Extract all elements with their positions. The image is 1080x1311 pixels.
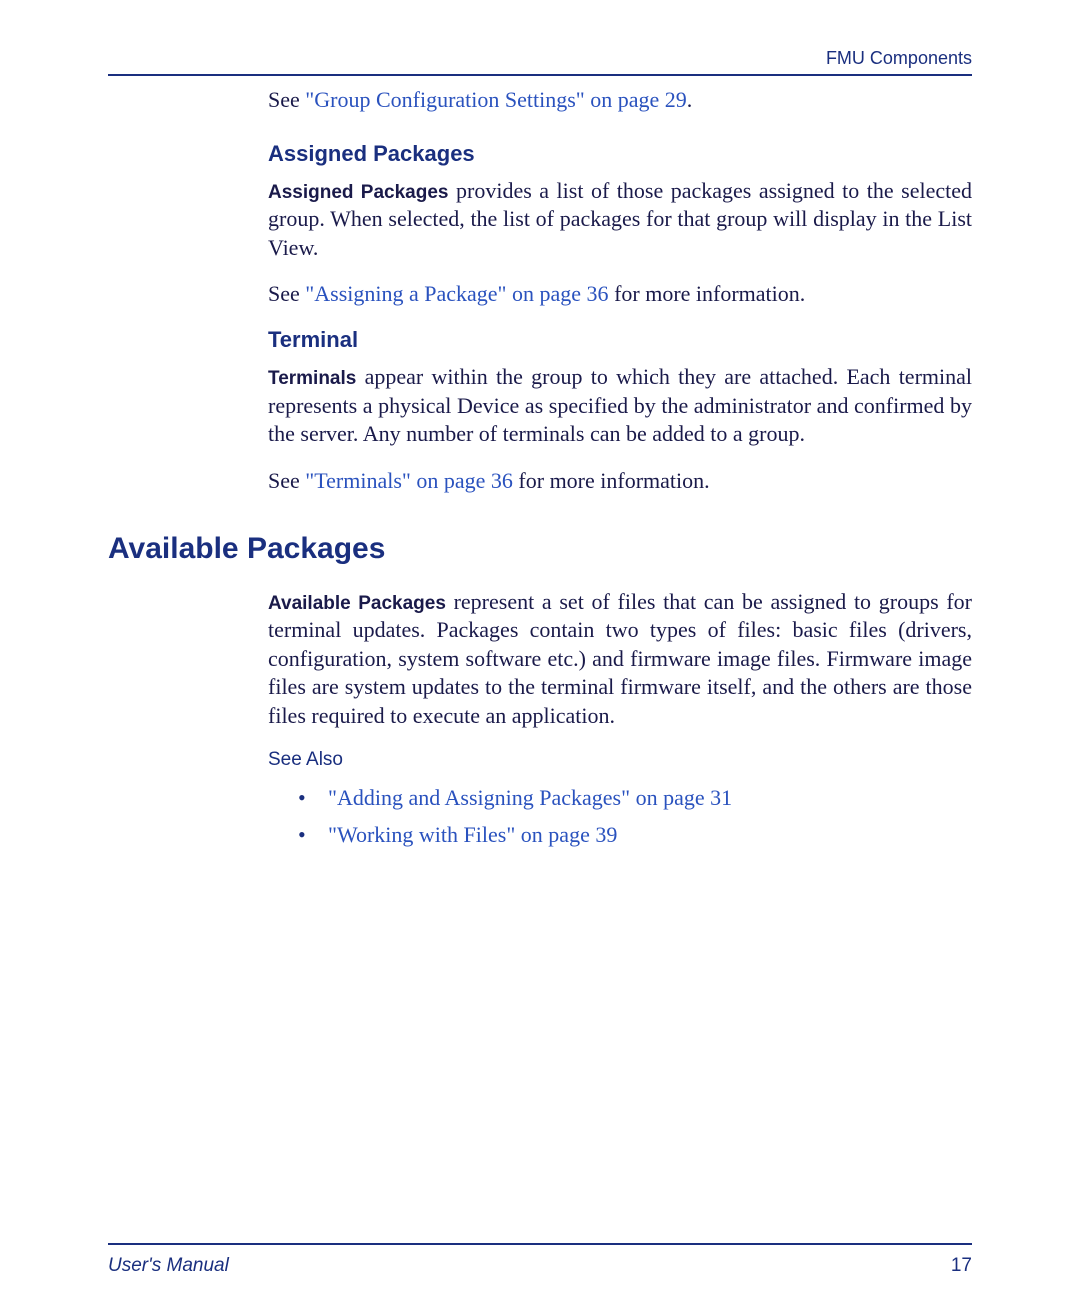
see-suffix: for more information. [513, 468, 710, 493]
terminal-body: Terminals appear within the group to whi… [268, 363, 972, 449]
list-item: "Working with Files" on page 39 [298, 818, 972, 851]
see-also-list: "Adding and Assigning Packages" on page … [268, 781, 972, 851]
intro-see-line: See "Group Configuration Settings" on pa… [268, 86, 972, 115]
link-adding-assigning-packages[interactable]: "Adding and Assigning Packages" on page … [328, 785, 732, 810]
see-text: See [268, 87, 305, 112]
assigned-packages-lead: Assigned Packages [268, 182, 449, 203]
running-header: FMU Components [826, 48, 972, 69]
heading-terminal: Terminal [268, 327, 972, 353]
page: FMU Components See "Group Configuration … [0, 0, 1080, 1311]
heading-assigned-packages: Assigned Packages [268, 141, 972, 167]
see-text: See [268, 281, 305, 306]
link-working-with-files[interactable]: "Working with Files" on page 39 [328, 822, 617, 847]
assigned-packages-see: See "Assigning a Package" on page 36 for… [268, 280, 972, 309]
see-text: See [268, 468, 305, 493]
list-item: "Adding and Assigning Packages" on page … [298, 781, 972, 814]
available-packages-lead: Available Packages [268, 593, 446, 614]
see-suffix: for more information. [609, 281, 806, 306]
see-also-label: See Also [268, 749, 972, 771]
link-assigning-package[interactable]: "Assigning a Package" on page 36 [305, 281, 608, 306]
body-column-2: Available Packages represent a set of fi… [268, 588, 972, 851]
footer-left: User's Manual [108, 1255, 229, 1277]
terminal-text: appear within the group to which they ar… [268, 364, 972, 446]
footer-rule [108, 1243, 972, 1245]
header-rule [108, 74, 972, 76]
content-area: See "Group Configuration Settings" on pa… [108, 86, 972, 855]
assigned-packages-body: Assigned Packages provides a list of tho… [268, 177, 972, 263]
body-column: See "Group Configuration Settings" on pa… [268, 86, 972, 496]
link-terminals[interactable]: "Terminals" on page 36 [305, 468, 513, 493]
terminal-lead: Terminals [268, 368, 356, 389]
heading-available-packages: Available Packages [108, 532, 972, 566]
terminal-see: See "Terminals" on page 36 for more info… [268, 467, 972, 496]
available-packages-body: Available Packages represent a set of fi… [268, 588, 972, 731]
link-group-config[interactable]: "Group Configuration Settings" on page 2… [305, 87, 687, 112]
footer-page-number: 17 [951, 1255, 972, 1277]
intro-suffix: . [687, 87, 693, 112]
